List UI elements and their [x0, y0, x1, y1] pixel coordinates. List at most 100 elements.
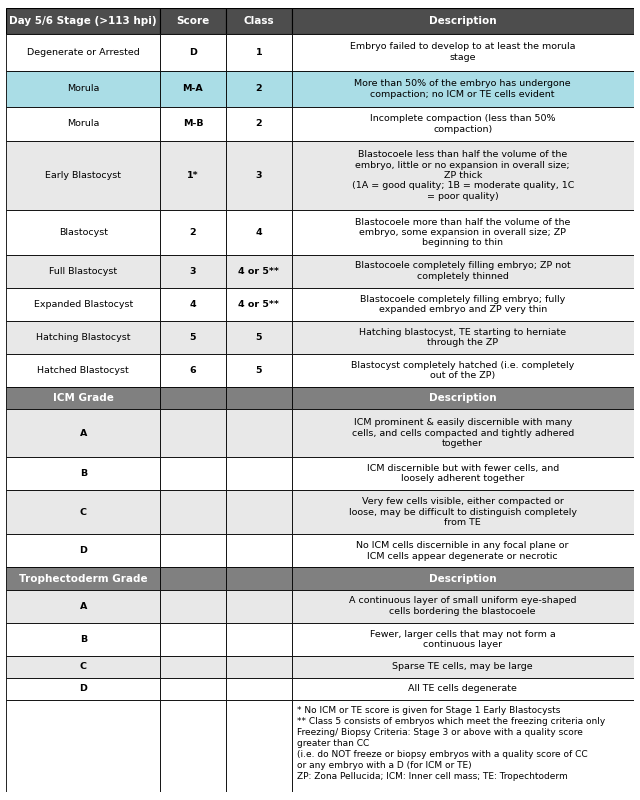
- Bar: [160, 700, 226, 792]
- Bar: [160, 387, 226, 410]
- Bar: [6, 567, 160, 590]
- Text: Embryo failed to develop to at least the morula
stage: Embryo failed to develop to at least the…: [350, 42, 575, 62]
- Bar: [6, 8, 160, 34]
- Text: 4 or 5**: 4 or 5**: [239, 300, 279, 309]
- Bar: [226, 107, 292, 141]
- Bar: [226, 288, 292, 321]
- Text: 1: 1: [255, 48, 262, 57]
- Text: ICM prominent & easily discernible with many
cells, and cells compacted and tigh: ICM prominent & easily discernible with …: [351, 418, 574, 448]
- Bar: [6, 141, 160, 210]
- Bar: [6, 490, 160, 534]
- Text: Degenerate or Arrested: Degenerate or Arrested: [27, 48, 140, 57]
- Bar: [6, 70, 160, 107]
- Text: Sparse TE cells, may be large: Sparse TE cells, may be large: [392, 662, 533, 671]
- Text: Early Blastocyst: Early Blastocyst: [45, 171, 121, 180]
- Text: Description: Description: [429, 393, 497, 403]
- Bar: [160, 534, 226, 567]
- Bar: [292, 8, 634, 34]
- Bar: [292, 567, 634, 590]
- Bar: [292, 321, 634, 354]
- Text: B: B: [79, 469, 87, 478]
- Bar: [160, 567, 226, 590]
- Bar: [292, 107, 634, 141]
- Bar: [226, 490, 292, 534]
- Bar: [226, 210, 292, 254]
- Text: Full Blastocyst: Full Blastocyst: [49, 266, 117, 276]
- Bar: [6, 107, 160, 141]
- Bar: [292, 34, 634, 70]
- Text: 2: 2: [255, 119, 262, 129]
- Text: A continuous layer of small uniform eye-shaped
cells bordering the blastocoele: A continuous layer of small uniform eye-…: [349, 597, 577, 616]
- Bar: [226, 254, 292, 288]
- Bar: [160, 410, 226, 457]
- Bar: [160, 210, 226, 254]
- Bar: [160, 490, 226, 534]
- Text: Class: Class: [244, 16, 274, 26]
- Text: Description: Description: [429, 16, 497, 26]
- Text: 5: 5: [189, 333, 196, 342]
- Bar: [226, 678, 292, 700]
- Text: 1*: 1*: [187, 171, 199, 180]
- Bar: [292, 254, 634, 288]
- Bar: [292, 590, 634, 622]
- Bar: [292, 656, 634, 678]
- Bar: [6, 457, 160, 490]
- Bar: [6, 700, 160, 792]
- Bar: [292, 141, 634, 210]
- Bar: [6, 321, 160, 354]
- Bar: [160, 70, 226, 107]
- Text: Blastocoele completely filling embryo; ZP not
completely thinned: Blastocoele completely filling embryo; Z…: [355, 262, 571, 281]
- Text: 2: 2: [255, 85, 262, 94]
- Text: Incomplete compaction (less than 50%
compaction): Incomplete compaction (less than 50% com…: [370, 114, 556, 134]
- Text: Very few cells visible, either compacted or
loose, may be difficult to distingui: Very few cells visible, either compacted…: [349, 498, 577, 527]
- Bar: [292, 354, 634, 387]
- Text: Morula: Morula: [67, 85, 99, 94]
- Text: No ICM cells discernible in any focal plane or
ICM cells appear degenerate or ne: No ICM cells discernible in any focal pl…: [356, 542, 569, 561]
- Text: Description: Description: [429, 574, 497, 583]
- Bar: [292, 410, 634, 457]
- Bar: [160, 678, 226, 700]
- Bar: [226, 457, 292, 490]
- Text: Blastocoele less than half the volume of the
embryo, little or no expansion in o: Blastocoele less than half the volume of…: [351, 150, 574, 201]
- Text: D: D: [79, 546, 87, 555]
- Text: A: A: [79, 602, 87, 610]
- Bar: [6, 210, 160, 254]
- Text: Expanded Blastocyst: Expanded Blastocyst: [34, 300, 133, 309]
- Text: 3: 3: [189, 266, 196, 276]
- Text: Blastocyst completely hatched (i.e. completely
out of the ZP): Blastocyst completely hatched (i.e. comp…: [351, 361, 574, 380]
- Bar: [292, 457, 634, 490]
- Text: M-A: M-A: [182, 85, 204, 94]
- Bar: [226, 141, 292, 210]
- Text: 5: 5: [255, 366, 262, 375]
- Bar: [160, 141, 226, 210]
- Bar: [292, 387, 634, 410]
- Text: 5: 5: [255, 333, 262, 342]
- Text: Hatching Blastocyst: Hatching Blastocyst: [36, 333, 131, 342]
- Bar: [160, 622, 226, 656]
- Bar: [160, 288, 226, 321]
- Bar: [160, 457, 226, 490]
- Bar: [226, 656, 292, 678]
- Bar: [6, 622, 160, 656]
- Bar: [226, 567, 292, 590]
- Bar: [160, 8, 226, 34]
- Bar: [292, 700, 634, 792]
- Bar: [226, 622, 292, 656]
- Text: 3: 3: [255, 171, 262, 180]
- Text: 4: 4: [255, 228, 262, 237]
- Bar: [6, 354, 160, 387]
- Bar: [6, 410, 160, 457]
- Bar: [226, 321, 292, 354]
- Text: Day 5/6 Stage (>113 hpi): Day 5/6 Stage (>113 hpi): [10, 16, 157, 26]
- Bar: [226, 410, 292, 457]
- Bar: [292, 70, 634, 107]
- Text: 4: 4: [189, 300, 196, 309]
- Text: All TE cells degenerate: All TE cells degenerate: [408, 685, 517, 694]
- Bar: [160, 656, 226, 678]
- Text: C: C: [80, 662, 87, 671]
- Text: 2: 2: [189, 228, 196, 237]
- Text: ICM Grade: ICM Grade: [52, 393, 114, 403]
- Bar: [160, 354, 226, 387]
- Text: Hatching blastocyst, TE starting to herniate
through the ZP: Hatching blastocyst, TE starting to hern…: [359, 328, 566, 347]
- Text: Blastocoele completely filling embryo; fully
expanded embryo and ZP very thin: Blastocoele completely filling embryo; f…: [360, 294, 565, 314]
